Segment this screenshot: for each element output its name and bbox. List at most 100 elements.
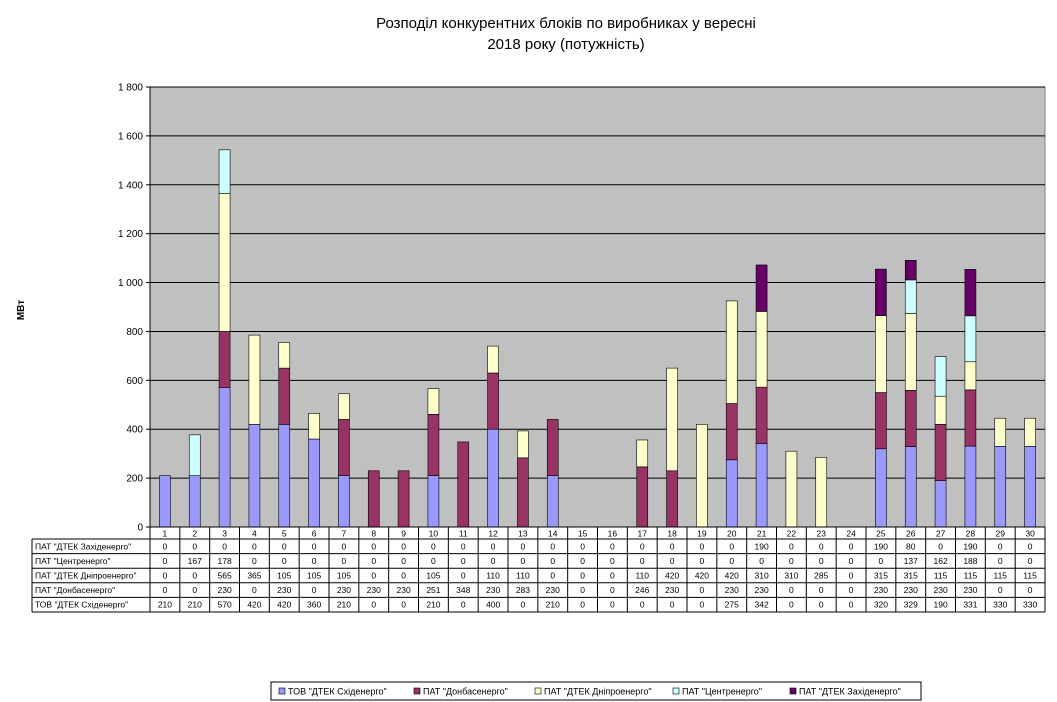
data-label: 230 — [546, 585, 560, 595]
data-label: 400 — [486, 600, 500, 610]
data-label: 0 — [998, 541, 1003, 551]
data-label: 0 — [819, 585, 824, 595]
plot-area: 0 200 400 600 800 1 000 1 200 1 400 1 600 1 800 — [118, 83, 1046, 534]
table-row-label: ПАТ "Центренерго" — [35, 556, 111, 566]
data-label: 105 — [337, 571, 351, 581]
data-label: 137 — [904, 556, 918, 566]
data-label: 0 — [610, 541, 615, 551]
data-label: 230 — [277, 585, 291, 595]
data-label: 210 — [426, 600, 440, 610]
data-label: 310 — [754, 571, 768, 581]
x-tick-label: 22 — [787, 529, 797, 539]
data-label: 0 — [700, 585, 705, 595]
data-label: 167 — [188, 556, 202, 566]
data-label: 0 — [610, 556, 615, 566]
data-label: 420 — [277, 600, 291, 610]
data-label: 105 — [277, 571, 291, 581]
y-tick-label: 1 000 — [118, 278, 143, 289]
legend-label: ПАТ "Центренерго" — [682, 687, 762, 697]
data-label: 190 — [874, 541, 888, 551]
data-label: 570 — [217, 600, 231, 610]
bar-segment — [427, 414, 440, 476]
data-label: 315 — [904, 571, 918, 581]
bar-segment — [875, 392, 887, 450]
data-label: 0 — [371, 600, 376, 610]
data-label: 0 — [580, 541, 585, 551]
data-label: 0 — [849, 600, 854, 610]
bar-segment — [725, 300, 738, 404]
data-label: 0 — [163, 585, 168, 595]
x-tick-label: 13 — [518, 529, 528, 539]
data-label: 190 — [963, 541, 977, 551]
data-label: 230 — [725, 585, 739, 595]
table-row-label: ПАТ "ДТЕК Західенерго" — [35, 541, 131, 551]
data-label: 0 — [371, 541, 376, 551]
x-tick-label: 16 — [608, 529, 618, 539]
bar-segment — [159, 475, 171, 528]
data-label: 230 — [874, 585, 888, 595]
data-label: 230 — [665, 585, 679, 595]
legend-swatch — [789, 687, 797, 695]
bar-segment — [755, 264, 768, 312]
bar-segment — [427, 388, 440, 415]
bar-segment — [785, 450, 798, 528]
x-tick-label: 27 — [936, 529, 946, 539]
data-label: 110 — [516, 571, 530, 581]
bar-segment — [278, 367, 291, 425]
legend-swatch — [672, 687, 680, 695]
data-label: 0 — [700, 600, 705, 610]
x-tick-label: 29 — [996, 529, 1006, 539]
data-label: 360 — [307, 600, 321, 610]
table-row-label: ТОВ "ДТЕК Східенерго" — [35, 600, 128, 610]
legend-label: ПАТ "ДТЕК Західенерго" — [799, 687, 901, 697]
bar-segment — [367, 470, 380, 528]
bar-segment — [218, 331, 231, 388]
data-label: 0 — [371, 556, 376, 566]
data-label: 0 — [789, 541, 794, 551]
data-label: 0 — [610, 571, 615, 581]
data-label: 0 — [192, 541, 197, 551]
data-label: 420 — [695, 571, 709, 581]
y-tick-label: 1 600 — [118, 131, 143, 142]
data-label: 315 — [874, 571, 888, 581]
data-label: 0 — [759, 556, 764, 566]
bar-segment — [934, 480, 947, 528]
data-label: 0 — [342, 556, 347, 566]
y-axis-label: МВт — [16, 300, 27, 320]
bar-segment — [338, 419, 350, 476]
x-tick-label: 1 — [163, 529, 168, 539]
x-tick-label: 11 — [459, 529, 468, 539]
data-label: 0 — [610, 600, 615, 610]
bar-segment — [457, 441, 470, 528]
data-label: 190 — [754, 541, 768, 551]
data-label: 0 — [640, 600, 645, 610]
data-label: 115 — [993, 571, 1007, 581]
legend-label: ПАТ "Донбасенерго" — [423, 687, 508, 697]
data-label: 0 — [1028, 556, 1033, 566]
x-tick-label: 7 — [342, 529, 347, 539]
bar-segment — [755, 311, 768, 388]
data-label: 0 — [789, 600, 794, 610]
data-label: 0 — [491, 541, 496, 551]
bar-segment — [964, 389, 977, 447]
x-tick-label: 28 — [966, 529, 976, 539]
bar-segment — [487, 428, 499, 528]
legend-label: ТОВ "ДТЕК Східенерго" — [288, 687, 387, 697]
data-label: 178 — [217, 556, 231, 566]
data-label: 0 — [222, 541, 227, 551]
data-table: 1 2 3 4 5 6 7 8 9 10 11 12 13 14 15 16 17 18 19 20 21 22 23 24 2… — [31, 527, 1046, 613]
x-tick-label: 24 — [846, 529, 856, 539]
data-label: 0 — [819, 600, 824, 610]
bar-segment — [1024, 417, 1036, 447]
bar-segment — [904, 390, 917, 447]
data-label: 0 — [580, 571, 585, 581]
legend: ТОВ "ДТЕК Східенерго" ПАТ "Донбасенерго" П… — [270, 681, 922, 701]
data-label: 110 — [635, 571, 649, 581]
bar-segment — [546, 419, 559, 476]
data-label: 342 — [754, 600, 768, 610]
chart-title-line-2: 2018 року (потужність) — [487, 36, 644, 53]
bar-segment — [248, 424, 261, 528]
data-label: 0 — [819, 556, 824, 566]
data-label: 0 — [610, 585, 615, 595]
y-tick-label: 1 400 — [118, 180, 143, 191]
